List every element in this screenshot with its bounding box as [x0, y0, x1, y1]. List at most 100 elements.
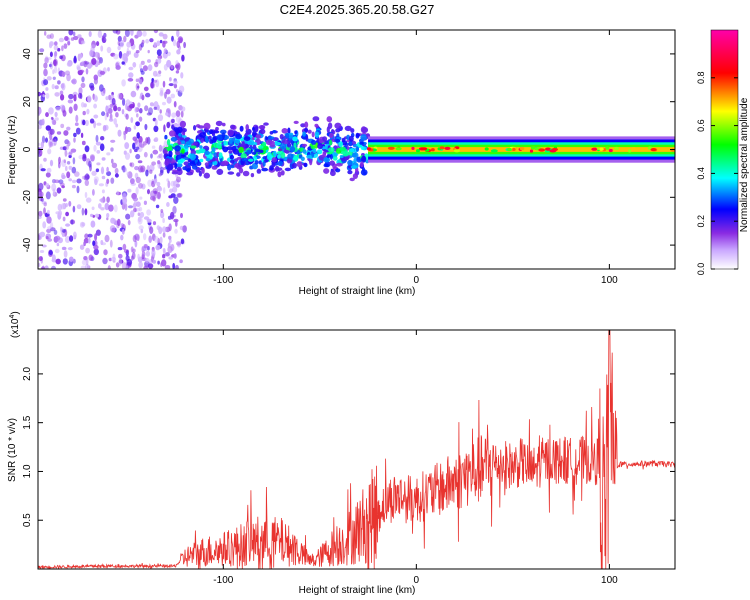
heatmap-noise-cell: [158, 226, 163, 235]
heatmap-noise-cell: [140, 228, 144, 234]
heatmap-noise-cell: [102, 125, 107, 132]
heatmap-noise-cell: [154, 137, 159, 142]
heatmap-noise-cell: [61, 185, 65, 189]
heatmap-noise-cell: [73, 137, 76, 143]
heatmap-signal-cell: [277, 154, 281, 159]
heatmap-peak-cell: [484, 147, 489, 151]
heatmap-peak-cell: [549, 149, 557, 153]
heatmap-peak-cell: [453, 149, 460, 153]
heatmap-noise-cell: [67, 247, 73, 251]
heatmap-signal-cell: [252, 144, 257, 150]
heatmap-noise-cell: [67, 99, 74, 104]
heatmap-noise-cell: [60, 123, 65, 129]
heatmap-noise-cell: [71, 179, 77, 184]
spectrogram-heatmap: [38, 30, 675, 269]
heatmap-noise-cell: [41, 118, 45, 126]
heatmap-signal-cell: [208, 135, 212, 140]
heatmap-signal-cell: [296, 161, 303, 168]
heatmap-noise-cell: [90, 85, 95, 91]
heatmap-signal-cell: [287, 153, 294, 160]
heatmap-noise-cell: [129, 103, 135, 109]
heatmap-noise-cell: [173, 218, 179, 223]
heatmap-noise-cell: [49, 141, 53, 148]
heatmap-noise-cell: [45, 112, 49, 118]
heatmap-noise-cell: [101, 175, 106, 180]
heatmap-noise-cell: [70, 148, 77, 153]
heatmap-noise-cell: [62, 258, 68, 265]
heatmap-noise-cell: [162, 33, 168, 40]
heatmap-noise-cell: [133, 52, 139, 58]
heatmap-noise-cell: [165, 88, 171, 95]
heatmap-noise-cell: [168, 195, 173, 199]
heatmap-noise-cell: [170, 93, 176, 99]
heatmap-signal-cell: [181, 128, 187, 133]
heatmap-noise-cell: [153, 42, 157, 47]
heatmap-noise-cell: [175, 70, 180, 74]
heatmap-noise-cell: [145, 38, 150, 44]
heatmap-noise-cell: [162, 226, 167, 233]
heatmap-noise-cell: [172, 186, 178, 193]
heatmap-signal-cell: [292, 136, 298, 142]
heatmap-noise-cell: [81, 140, 86, 146]
heatmap-noise-cell: [138, 116, 143, 122]
heatmap-noise-cell: [46, 228, 52, 233]
heatmap-noise-cell: [46, 34, 52, 39]
heatmap-noise-cell: [158, 173, 162, 177]
heatmap-noise-cell: [53, 58, 58, 67]
heatmap-noise-cell: [159, 109, 162, 114]
heatmap-signal-cell: [330, 170, 336, 177]
heatmap-noise-cell: [54, 51, 58, 57]
heatmap-noise-cell: [121, 53, 127, 62]
heatmap-noise-cell: [44, 265, 49, 269]
heatmap-signal-cell: [226, 146, 234, 151]
heatmap-noise-cell: [59, 90, 64, 96]
heatmap-noise-cell: [95, 168, 100, 173]
heatmap-signal-cell: [215, 120, 223, 127]
heatmap-noise-cell: [79, 62, 84, 67]
heatmap-noise-cell: [93, 176, 99, 183]
heatmap-noise-cell: [96, 162, 101, 166]
heatmap-noise-cell: [80, 82, 86, 89]
heatmap-signal-cell: [347, 170, 353, 175]
heatmap-noise-cell: [41, 265, 45, 269]
heatmap-signal-cell: [175, 149, 181, 157]
heatmap-noise-cell: [49, 41, 54, 47]
heatmap-noise-cell: [78, 87, 83, 95]
heatmap-signal-cell: [182, 166, 187, 171]
heatmap-signal-cell: [335, 128, 341, 133]
heatmap-noise-cell: [147, 189, 150, 195]
heatmap-noise-cell: [110, 177, 115, 184]
heatmap-noise-cell: [93, 114, 99, 119]
heatmap-signal-cell: [164, 134, 168, 140]
heatmap-noise-cell: [101, 189, 105, 194]
heatmap-noise-cell: [39, 250, 45, 253]
heatmap-signal-cell: [248, 158, 254, 162]
colorbar-tick-label: 0.6: [696, 119, 706, 132]
heatmap-noise-cell: [52, 76, 56, 81]
heatmap-noise-cell: [160, 152, 163, 161]
heatmap-noise-cell: [152, 79, 158, 83]
heatmap-noise-cell: [139, 63, 143, 70]
y-tick-label: 2.0: [22, 367, 33, 381]
heatmap-noise-cell: [40, 141, 44, 149]
heatmap-noise-cell: [109, 239, 113, 248]
heatmap-signal-cell: [204, 150, 211, 155]
heatmap-noise-cell: [63, 130, 69, 136]
heatmap-noise-cell: [100, 197, 106, 204]
heatmap-noise-cell: [43, 202, 47, 207]
heatmap-noise-cell: [135, 83, 140, 91]
heatmap-signal-cell: [179, 158, 186, 163]
heatmap-noise-cell: [84, 119, 89, 127]
heatmap-noise-cell: [179, 259, 183, 264]
heatmap-noise-cell: [66, 61, 72, 67]
heatmap-signal-cell: [344, 125, 352, 132]
heatmap-noise-cell: [43, 207, 46, 215]
heatmap-noise-cell: [104, 234, 110, 243]
heatmap-noise-cell: [135, 121, 141, 127]
heatmap-signal-cell: [212, 130, 220, 134]
heatmap-noise-cell: [106, 166, 109, 173]
heatmap-signal-cell: [204, 162, 210, 167]
heatmap-noise-cell: [65, 203, 68, 208]
heatmap-signal-cell: [238, 146, 244, 153]
heatmap-noise-cell: [38, 124, 42, 130]
